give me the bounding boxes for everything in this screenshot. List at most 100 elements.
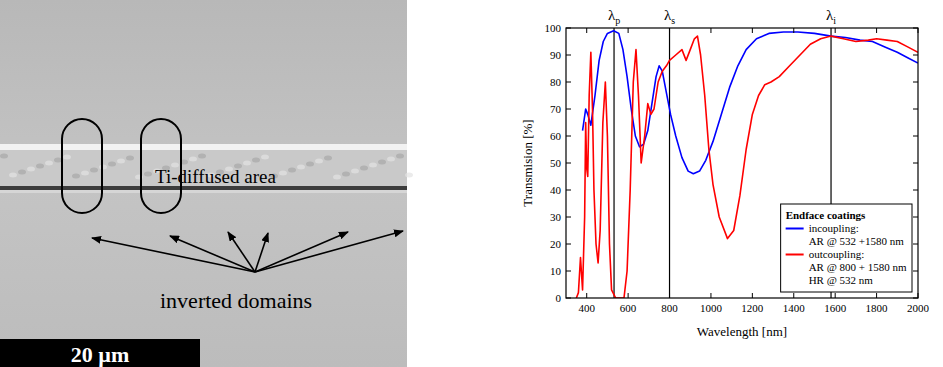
band-texture [369, 163, 377, 168]
y-tick-right [913, 217, 918, 218]
legend-entry: outcoupling: [809, 248, 865, 260]
x-tick [752, 293, 753, 298]
band-texture [288, 168, 296, 173]
x-tick-top [793, 28, 794, 33]
x-tick-label: 600 [620, 302, 637, 314]
band-texture [360, 166, 368, 171]
y-tick-label: 40 [550, 184, 562, 196]
band-texture [126, 156, 134, 161]
x-tick-label: 1400 [783, 302, 806, 314]
y-tick-right [913, 82, 918, 83]
band-texture [18, 170, 26, 175]
legend-swatch [786, 228, 804, 230]
legend-description: AR @ 532 +1580 nm [809, 235, 905, 247]
y-tick-right [913, 244, 918, 245]
x-tick-label: 1600 [824, 302, 847, 314]
y-tick-right [913, 28, 918, 29]
legend-description: HR @ 532 nm [809, 274, 874, 286]
legend-swatch [786, 254, 804, 256]
band-texture [144, 172, 152, 177]
y-tick [566, 271, 571, 272]
y-tick [566, 217, 571, 218]
band-texture [108, 162, 116, 167]
y-tick [566, 136, 571, 137]
y-tick-right [913, 136, 918, 137]
y-tick-right [913, 163, 918, 164]
band-texture [324, 156, 332, 161]
y-tick-label: 80 [550, 76, 562, 88]
y-tick [566, 82, 571, 83]
y-tick [566, 298, 571, 299]
plot-frame [566, 28, 918, 298]
scale-bar [0, 339, 200, 367]
band-texture [306, 162, 314, 167]
band-texture [54, 158, 62, 163]
band-texture [279, 171, 287, 176]
region-label: Ti-diffused area [155, 166, 276, 187]
y-tick-right [913, 55, 918, 56]
y-tick-label: 0 [556, 292, 562, 304]
annotation-arrow [255, 231, 403, 272]
figure: Ti-diffused areainverted domains20 µmλpλ… [0, 0, 943, 367]
band-texture [90, 168, 98, 173]
legend-title: Endface coatings [786, 209, 866, 221]
y-tick-label: 70 [550, 103, 562, 115]
x-tick-label: 2000 [907, 302, 930, 314]
x-tick [876, 293, 877, 298]
x-tick [710, 293, 711, 298]
x-tick-top [918, 28, 919, 33]
band-texture [333, 175, 341, 180]
legend-box [781, 204, 912, 292]
band-texture [342, 172, 350, 177]
x-tick [669, 293, 670, 298]
annotation-arrow [255, 233, 268, 272]
wavelength-marker [669, 28, 670, 298]
band-texture [36, 164, 44, 169]
legend-entry: incoupling: [809, 222, 859, 234]
wavelength-marker [613, 28, 614, 298]
series-line [576, 36, 918, 298]
y-tick-right [913, 271, 918, 272]
y-tick [566, 55, 571, 56]
y-tick-right [913, 190, 918, 191]
domain-outline [62, 119, 102, 213]
band-texture [405, 173, 413, 178]
annotation-arrow [228, 232, 255, 272]
x-tick-label: 400 [578, 302, 595, 314]
y-tick-label: 100 [545, 22, 562, 34]
legend: Endface coatingsincoupling:AR @ 532 +158… [781, 204, 912, 292]
x-tick-label: 1200 [741, 302, 764, 314]
wavelength-subscript: p [615, 15, 620, 26]
band-texture [261, 155, 269, 160]
wavelength-subscript: s [671, 15, 675, 26]
band-texture [387, 157, 395, 162]
band-texture [378, 160, 386, 165]
x-tick-top [835, 28, 836, 33]
wavelength-label: λs [664, 7, 675, 26]
band-texture [0, 154, 8, 159]
band-texture [198, 154, 206, 159]
x-tick [918, 293, 919, 298]
x-tick-label: 1800 [866, 302, 889, 314]
x-tick [793, 293, 794, 298]
x-tick-top [710, 28, 711, 33]
x-tick-top [876, 28, 877, 33]
y-tick [566, 244, 571, 245]
band-texture [396, 154, 404, 159]
band-texture [27, 167, 35, 172]
y-tick [566, 163, 571, 164]
y-tick-label: 20 [550, 238, 562, 250]
band-texture [9, 173, 17, 178]
band-texture [297, 165, 305, 170]
y-tick-label: 90 [550, 49, 562, 61]
wavelength-label: λi [826, 7, 836, 26]
x-tick [835, 293, 836, 298]
wavelength-subscript: i [833, 15, 836, 26]
y-tick [566, 28, 571, 29]
band-texture [252, 158, 260, 163]
y-tick-right [913, 298, 918, 299]
micrograph-background [0, 0, 407, 367]
annotation-arrow [92, 238, 255, 272]
band-texture [315, 159, 323, 164]
x-tick-label: 800 [661, 302, 678, 314]
